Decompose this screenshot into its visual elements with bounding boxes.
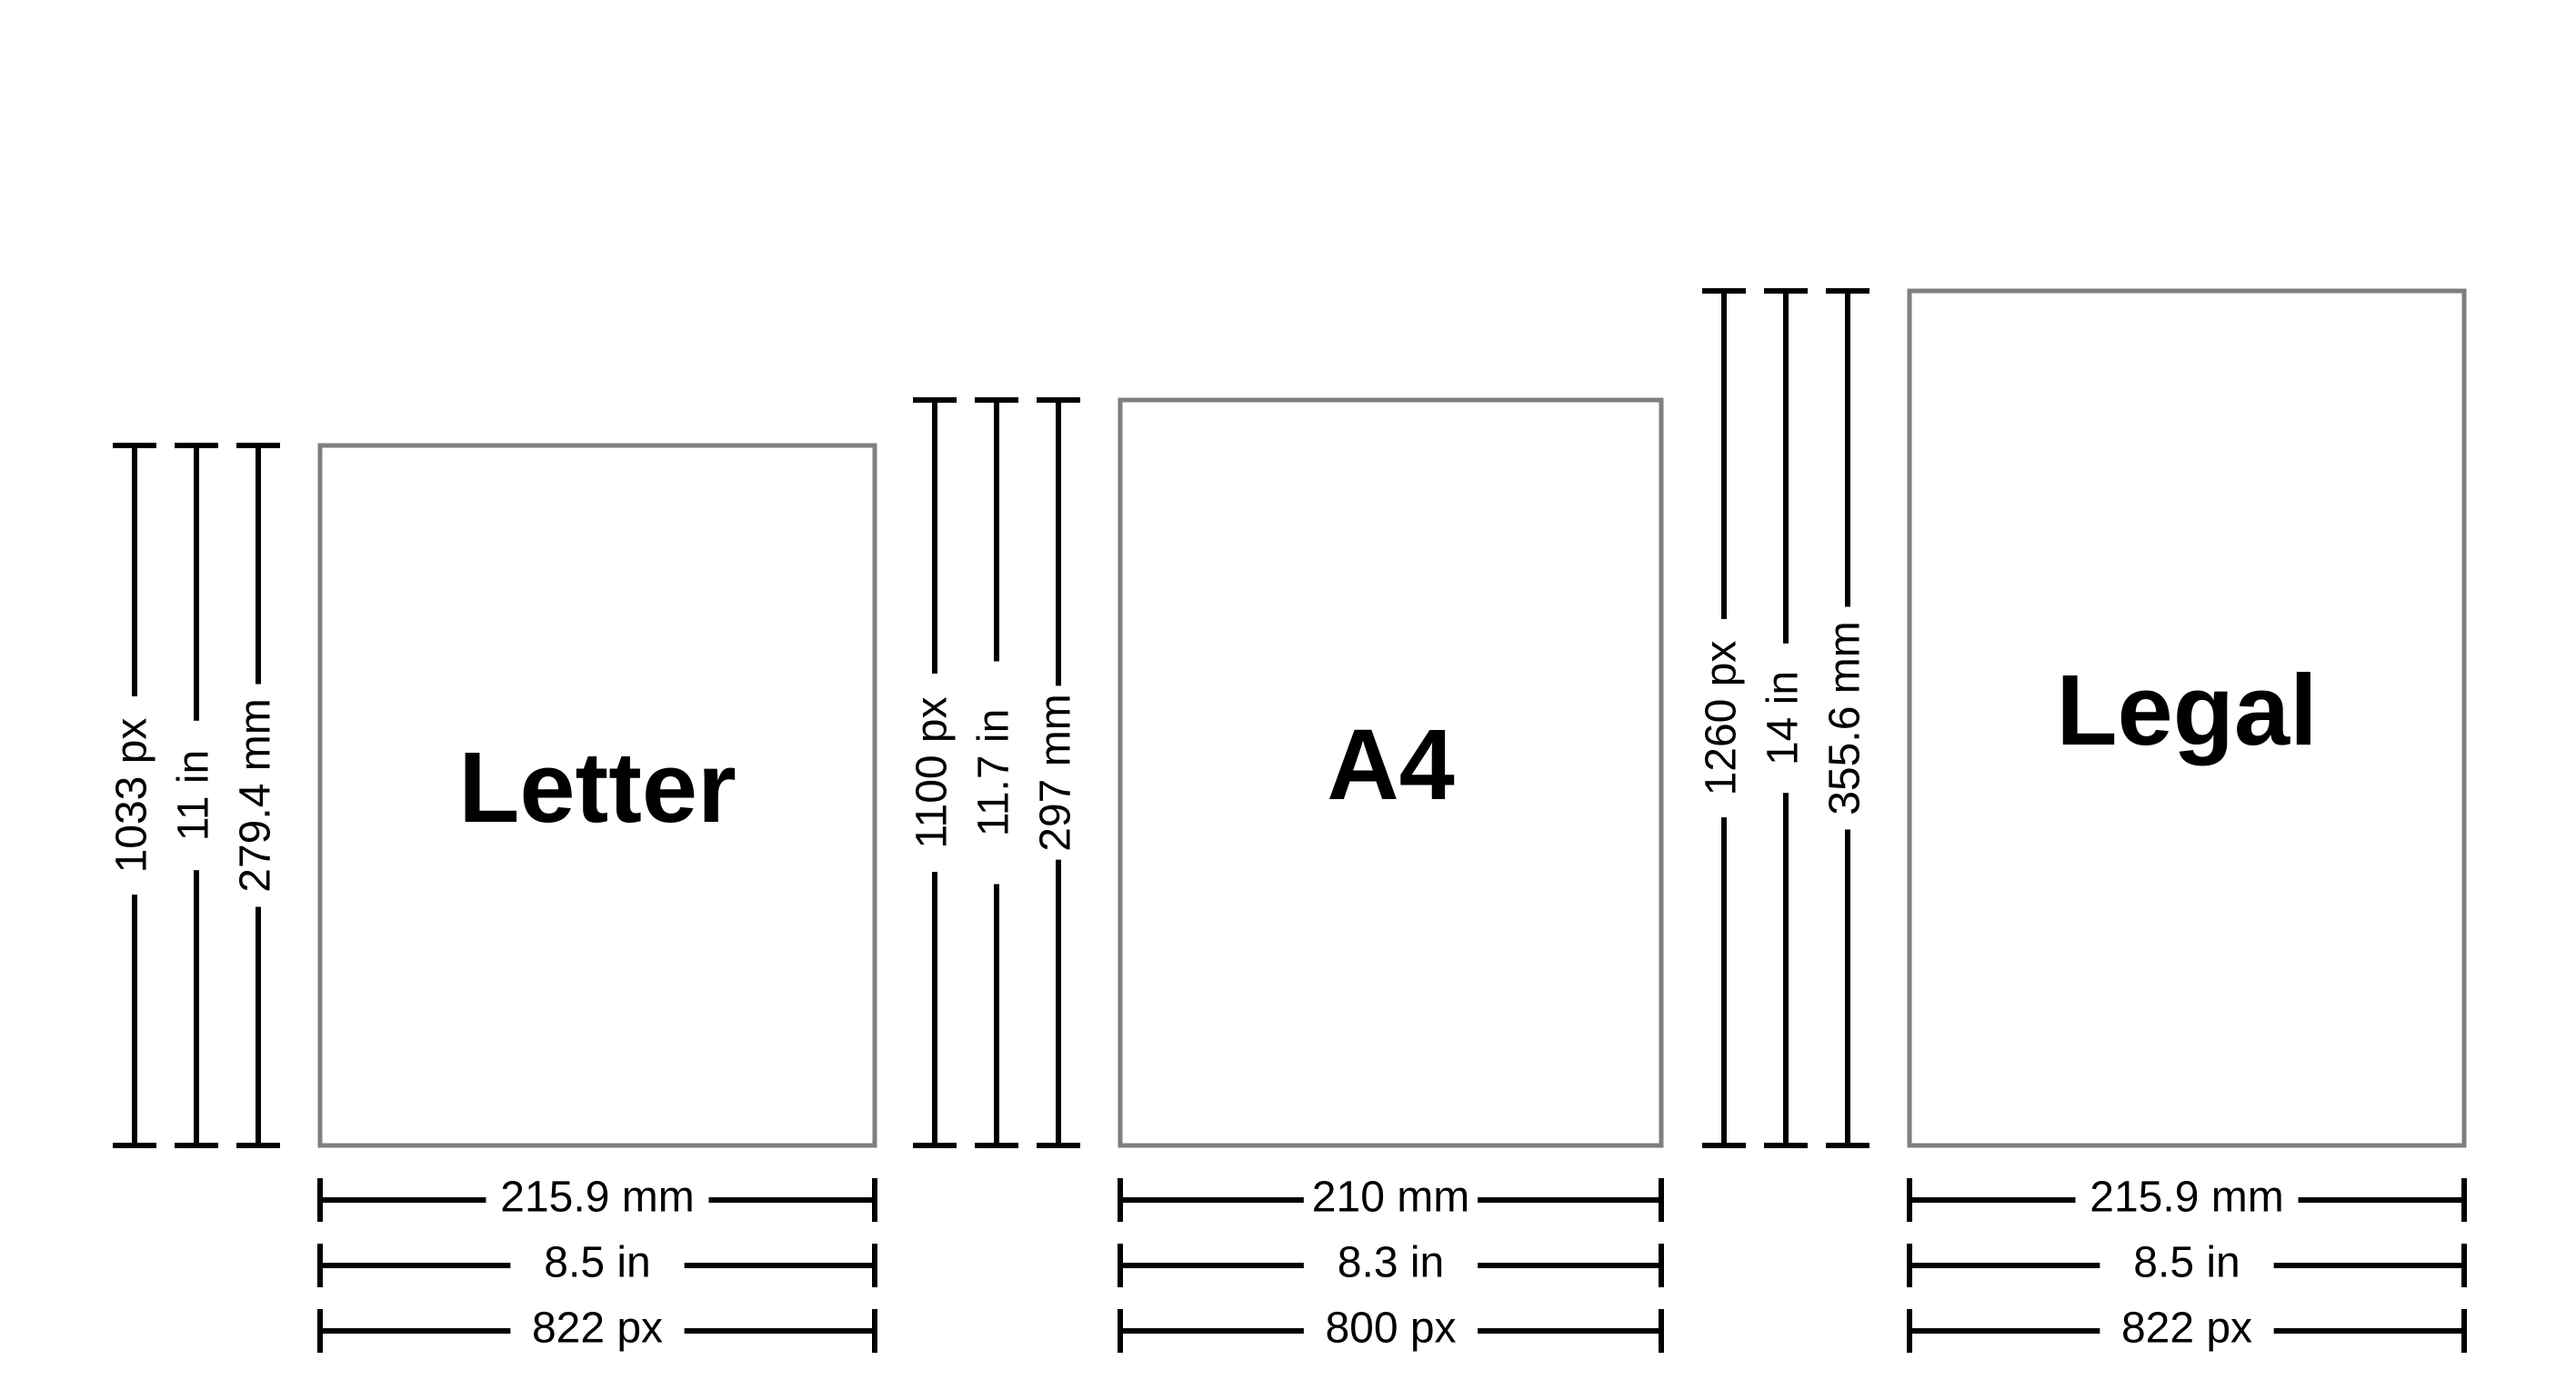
- letter-height-dim-2: 279.4 mm: [230, 445, 286, 1145]
- letter-width-dim-2-label: 822 px: [532, 1305, 663, 1353]
- a4-height-dim-0: 1100 px: [907, 400, 963, 1145]
- legal-page-label: Legal: [2056, 655, 2317, 766]
- a4-height-dim-0-label: 1100 px: [908, 696, 957, 848]
- letter-width-dim-1: 8.5 in: [320, 1233, 875, 1289]
- a4-page-label: A4: [1327, 709, 1455, 821]
- letter-width-dim-1-label: 8.5 in: [544, 1239, 650, 1287]
- letter-width-dim-0: 215.9 mm: [320, 1167, 875, 1224]
- a4-height-dim-2-label: 297 mm: [1032, 694, 1080, 851]
- letter-height-dim-0-label: 1033 px: [108, 718, 156, 874]
- legal-width-dim-1: 8.5 in: [1909, 1233, 2464, 1289]
- a4-width-dim-0: 210 mm: [1120, 1167, 1661, 1224]
- letter-width-dim-2: 822 px: [320, 1298, 875, 1355]
- a4-width-dim-2-label: 800 px: [1325, 1305, 1456, 1353]
- a4-height-dim-1-label: 11.7 in: [970, 709, 1018, 837]
- legal-width-dim-0: 215.9 mm: [1909, 1167, 2464, 1224]
- a4-height-dim-1: 11.7 in: [968, 400, 1025, 1145]
- legal-height-dim-0: 1260 px: [1696, 291, 1752, 1145]
- a4-width-dim-1: 8.3 in: [1120, 1233, 1661, 1289]
- legal-height-dim-0-label: 1260 px: [1698, 641, 1746, 796]
- legal-height-dim-1-label: 14 in: [1759, 671, 1808, 765]
- letter-height-dim-1-label: 11 in: [170, 750, 218, 842]
- letter-page-label: Letter: [458, 732, 737, 844]
- a4-width-dim-2: 800 px: [1120, 1298, 1661, 1355]
- a4-width-dim-1-label: 8.3 in: [1338, 1239, 1444, 1287]
- a4-width-dim-0-label: 210 mm: [1312, 1174, 1469, 1222]
- letter-height-dim-2-label: 279.4 mm: [232, 698, 280, 892]
- a4-height-dim-2: 297 mm: [1030, 400, 1087, 1145]
- legal-width-dim-0-label: 215.9 mm: [2090, 1174, 2283, 1222]
- letter-width-dim-0-label: 215.9 mm: [500, 1174, 694, 1222]
- legal-height-dim-2-label: 355.6 mm: [1821, 621, 1869, 815]
- legal-width-dim-1-label: 8.5 in: [2133, 1239, 2240, 1287]
- legal-height-dim-1: 14 in: [1758, 291, 1814, 1145]
- legal-width-dim-2-label: 822 px: [2121, 1305, 2252, 1353]
- legal-width-dim-2: 822 px: [1909, 1298, 2464, 1355]
- letter-height-dim-0: 1033 px: [106, 445, 163, 1145]
- letter-height-dim-1: 11 in: [168, 445, 225, 1145]
- paper-size-diagram: 1033 px 11 in 279.4 mm Letter 215.9 mm 8.5 in…: [0, 0, 2576, 1400]
- legal-height-dim-2: 355.6 mm: [1819, 291, 1876, 1145]
